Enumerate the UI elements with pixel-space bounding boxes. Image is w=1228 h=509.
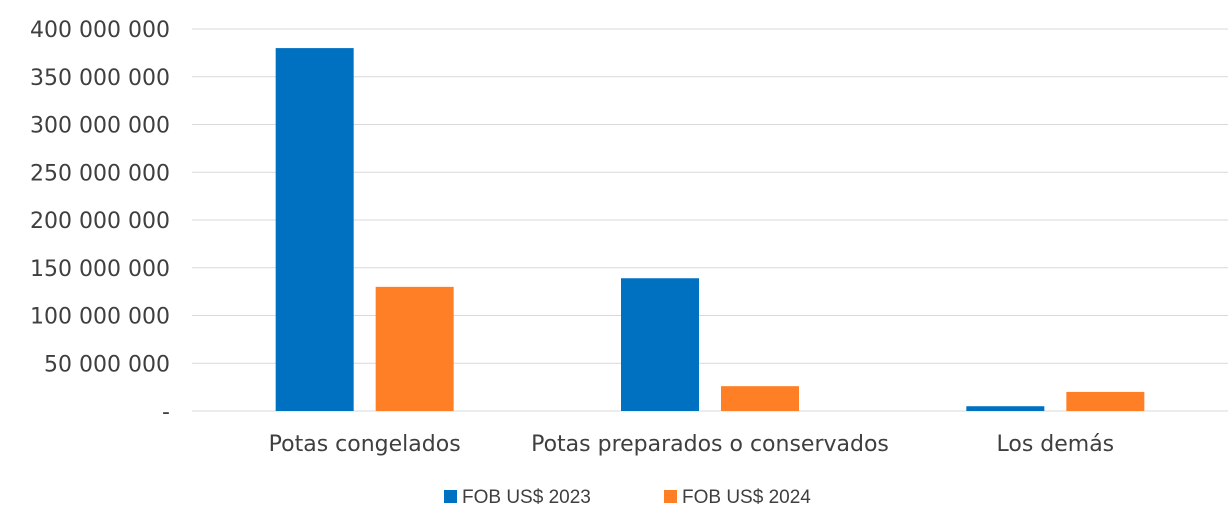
bars [275, 48, 1145, 411]
bar [721, 386, 799, 411]
y-tick-label: 250 000 000 [30, 161, 170, 186]
y-axis-ticks: - 50 000 000 100 000 000 150 000 000 200 000… [30, 18, 170, 425]
y-tick-label: 300 000 000 [30, 114, 170, 139]
y-tick-label: - [162, 400, 170, 425]
y-tick-label: 200 000 000 [30, 209, 170, 234]
y-tick-label: 100 000 000 [30, 305, 170, 330]
y-tick-label: 400 000 000 [30, 18, 170, 43]
x-category-label: Potas congelados [269, 432, 461, 457]
bar [621, 278, 699, 411]
legend-swatch [664, 490, 677, 503]
bar [275, 48, 354, 411]
legend: FOB US$ 2023 FOB US$ 2024 [444, 487, 811, 508]
legend-label: FOB US$ 2023 [462, 487, 591, 508]
y-tick-label: 350 000 000 [30, 66, 170, 91]
x-category-label: Potas preparados o conservados [531, 432, 889, 457]
bar [966, 406, 1045, 411]
legend-swatch [444, 490, 457, 503]
x-category-label: Los demás [996, 432, 1114, 457]
bar [375, 286, 454, 411]
legend-label: FOB US$ 2024 [682, 487, 811, 508]
x-axis-labels: Potas congelados Potas preparados o conse… [269, 432, 1114, 457]
gridlines [192, 28, 1228, 412]
y-tick-label: 150 000 000 [30, 257, 170, 282]
y-tick-label: 50 000 000 [44, 352, 170, 377]
bar [1066, 391, 1145, 411]
